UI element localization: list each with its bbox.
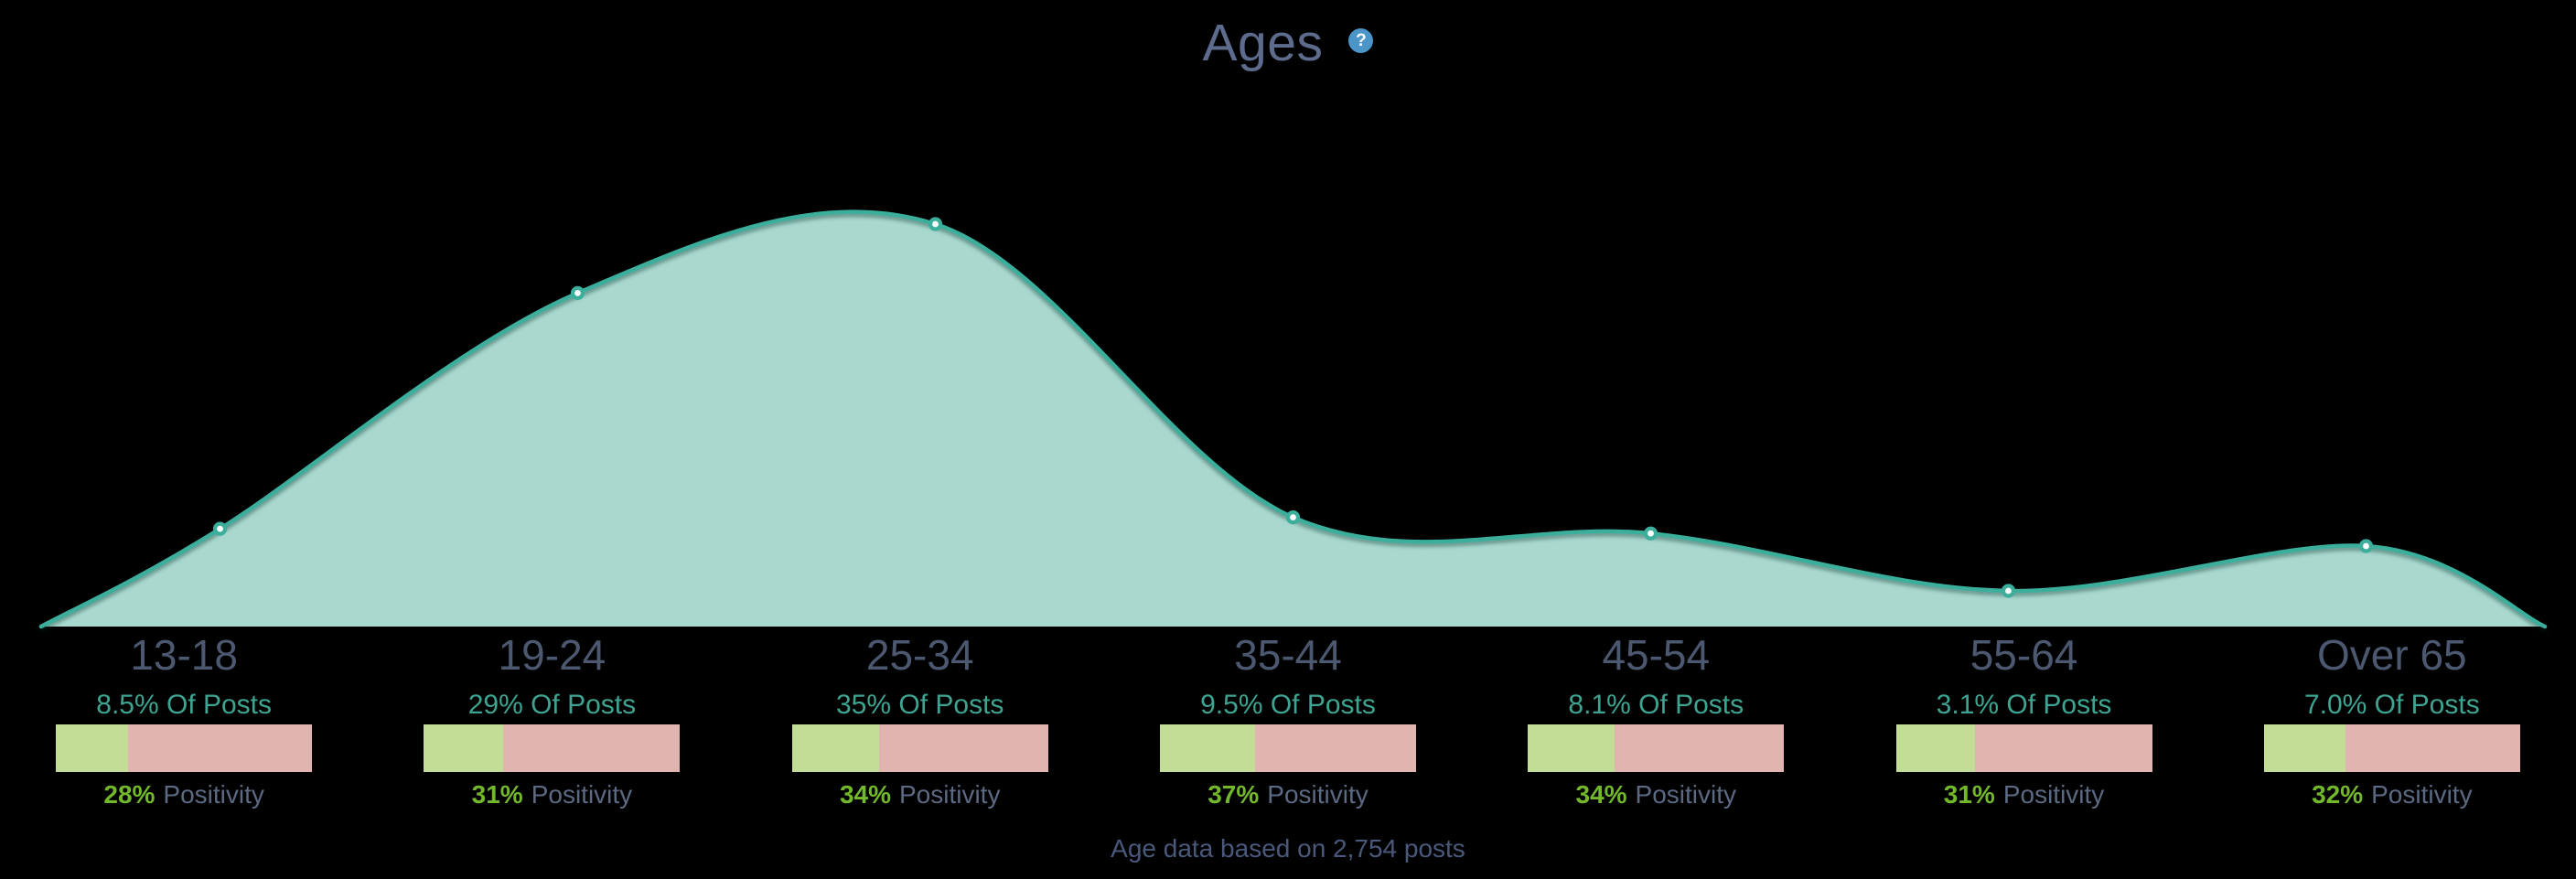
positivity-bar xyxy=(1528,724,1785,772)
positivity-bar xyxy=(791,724,1048,772)
positivity-percent: 34% xyxy=(839,780,891,809)
posts-percent-label: 35% Of Posts xyxy=(835,690,1004,720)
positivity-bar xyxy=(424,724,681,772)
age-columns: 13-18 8.5% Of Posts 28% Positivity 19-24 … xyxy=(0,631,2576,809)
positivity-label: 34% Positivity xyxy=(1576,780,1737,809)
age-column: 35-44 9.5% Of Posts 37% Positivity xyxy=(1104,631,1472,809)
positivity-bar-positive xyxy=(1895,724,1976,772)
positivity-label: 37% Positivity xyxy=(1208,780,1368,809)
positivity-label: 34% Positivity xyxy=(840,780,1001,809)
positivity-label: 28% Positivity xyxy=(103,780,264,809)
help-icon[interactable]: ? xyxy=(1348,28,1374,53)
positivity-bar-negative xyxy=(1615,724,1785,772)
age-column: 19-24 29% Of Posts 31% Positivity xyxy=(368,631,735,809)
data-point-marker[interactable] xyxy=(2001,584,2016,598)
positivity-bar-negative xyxy=(1975,724,2152,772)
positivity-bar xyxy=(1895,724,2152,772)
positivity-percent: 31% xyxy=(471,780,523,809)
positivity-word: Positivity xyxy=(1267,780,1368,809)
positivity-bar-negative xyxy=(1254,724,1416,772)
posts-percent-label: 29% Of Posts xyxy=(467,690,637,720)
positivity-bar xyxy=(1159,724,1416,772)
positivity-bar-negative xyxy=(878,724,1048,772)
age-column: Over 65 7.0% Of Posts 32% Positivity xyxy=(2208,631,2576,809)
positivity-label: 32% Positivity xyxy=(2312,780,2473,809)
positivity-percent: 34% xyxy=(1575,780,1627,809)
positivity-bar-positive xyxy=(56,724,128,772)
positivity-bar-negative xyxy=(503,724,681,772)
posts-percent-label: 3.1% Of Posts xyxy=(1936,690,2112,720)
positivity-word: Positivity xyxy=(163,780,264,809)
positivity-bar xyxy=(2263,724,2520,772)
positivity-bar-positive xyxy=(2263,724,2346,772)
posts-percent-label: 7.0% Of Posts xyxy=(2303,690,2480,720)
age-column: 55-64 3.1% Of Posts 31% Positivity xyxy=(1840,631,2207,809)
positivity-label: 31% Positivity xyxy=(472,780,633,809)
positivity-bar-positive xyxy=(1528,724,1615,772)
age-label: 19-24 xyxy=(498,631,606,679)
positivity-percent: 32% xyxy=(2312,780,2364,809)
positivity-bar-positive xyxy=(1159,724,1255,772)
age-label: 35-44 xyxy=(1234,631,1342,679)
data-point-marker[interactable] xyxy=(1285,509,1301,525)
positivity-word: Positivity xyxy=(898,780,1001,809)
positivity-bar-positive xyxy=(424,724,504,772)
area-outline xyxy=(38,209,2548,629)
positivity-bar-positive xyxy=(791,724,879,772)
positivity-word: Positivity xyxy=(2002,780,2105,809)
positivity-percent: 37% xyxy=(1208,780,1260,809)
area-fill xyxy=(41,211,2545,627)
positivity-word: Positivity xyxy=(1635,780,1737,809)
posts-percent-label: 9.5% Of Posts xyxy=(1200,690,1376,720)
age-label: 13-18 xyxy=(130,631,238,679)
age-label: Over 65 xyxy=(2317,631,2467,679)
data-point-marker[interactable] xyxy=(928,217,943,231)
data-point-marker[interactable] xyxy=(570,285,585,300)
positivity-label: 31% Positivity xyxy=(1944,780,2105,809)
age-label: 45-54 xyxy=(1602,631,1711,679)
positivity-bar xyxy=(56,724,313,772)
positivity-word: Positivity xyxy=(2371,780,2473,809)
age-column: 13-18 8.5% Of Posts 28% Positivity xyxy=(0,631,368,809)
positivity-percent: 28% xyxy=(103,780,156,809)
positivity-word: Positivity xyxy=(531,780,633,809)
header: Ages ? xyxy=(0,15,2576,71)
age-column: 45-54 8.1% Of Posts 34% Positivity xyxy=(1472,631,1840,809)
age-label: 25-34 xyxy=(865,631,974,679)
positivity-percent: 31% xyxy=(1943,780,1995,809)
footer-note: Age data based on 2,754 posts xyxy=(1111,834,1465,863)
data-point-marker[interactable] xyxy=(2358,539,2374,553)
data-point-marker[interactable] xyxy=(212,521,228,536)
positivity-bar-negative xyxy=(127,724,313,772)
age-label: 55-64 xyxy=(1970,631,2078,679)
page-title: Ages xyxy=(1202,14,1324,72)
positivity-bar-negative xyxy=(2345,724,2520,772)
age-column: 25-34 35% Of Posts 34% Positivity xyxy=(736,631,1104,809)
posts-percent-label: 8.5% Of Posts xyxy=(96,690,273,720)
data-point-marker[interactable] xyxy=(1643,526,1658,541)
posts-percent-label: 8.1% Of Posts xyxy=(1568,690,1744,720)
